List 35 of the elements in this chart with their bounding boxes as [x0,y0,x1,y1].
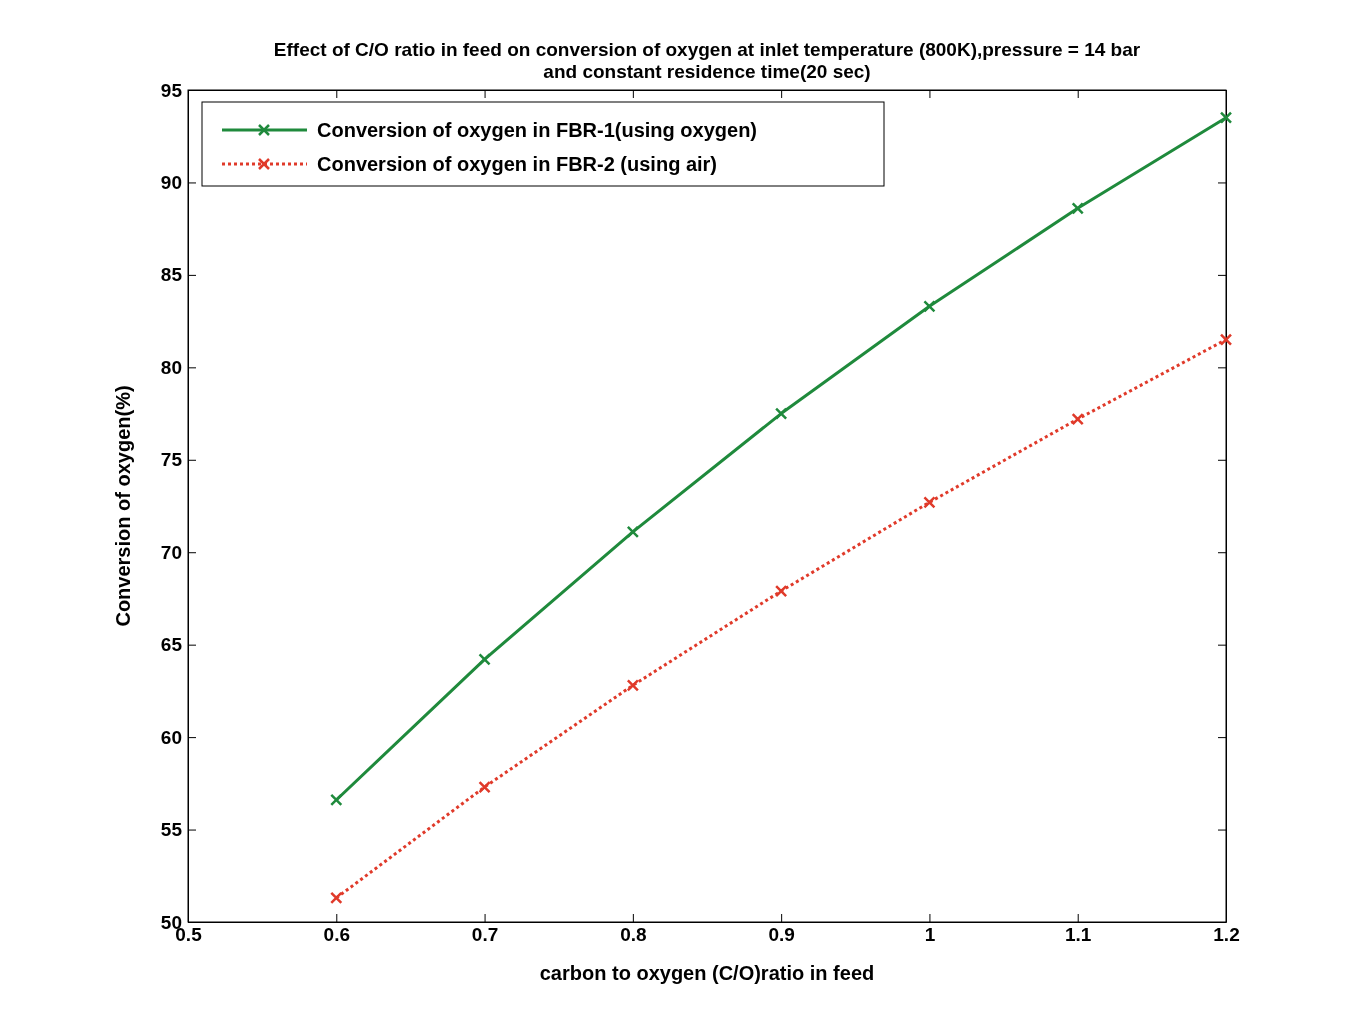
x-tick-label: 0.7 [471,924,499,946]
point [1219,111,1233,124]
y-tick-label: 60 [160,726,182,748]
point [626,679,640,692]
x-tick-label: 1.2 [1213,924,1240,946]
x-axis-title: carbon to oxygen (C/O)ratio in feed [539,962,875,984]
x-tick-label: 1 [924,924,936,946]
y-tick-label: 80 [160,356,182,378]
y-tick-label: 85 [160,264,183,286]
point [478,653,491,666]
legend-label: Conversion of oxygen in FBR-2 (using air) [317,153,718,175]
point [1219,333,1233,346]
y-tick-label: 90 [160,172,182,194]
y-tick-label: 65 [160,634,183,656]
point [626,525,640,539]
point [923,496,936,509]
point [923,300,936,313]
legend-label: Conversion of oxygen in FBR-1(using oxygen) [317,119,758,141]
point [330,891,343,905]
x-tick-label: 0.6 [323,924,350,946]
x-tick-label: 1.1 [1065,924,1092,946]
y-tick-label: 55 [160,819,183,841]
point [1071,202,1084,215]
x-tick-label: 0.8 [620,924,647,946]
point [330,793,343,807]
y-axis-title: Conversion of oxygen(%) [112,385,134,627]
point [1071,412,1084,426]
y-tick-label: 95 [160,79,183,101]
point [774,407,788,420]
point [774,584,788,598]
x-tick-label: 0.9 [768,924,795,946]
point [478,780,491,794]
y-tick-label: 70 [160,541,182,563]
chart-title: Effect of C/O ratio in feed on conversion of oxygen at inlet temperature (800K),pressure = 14 bar and constant residence time(20 sec) [273,39,1141,82]
y-tick-label: 75 [160,449,183,471]
